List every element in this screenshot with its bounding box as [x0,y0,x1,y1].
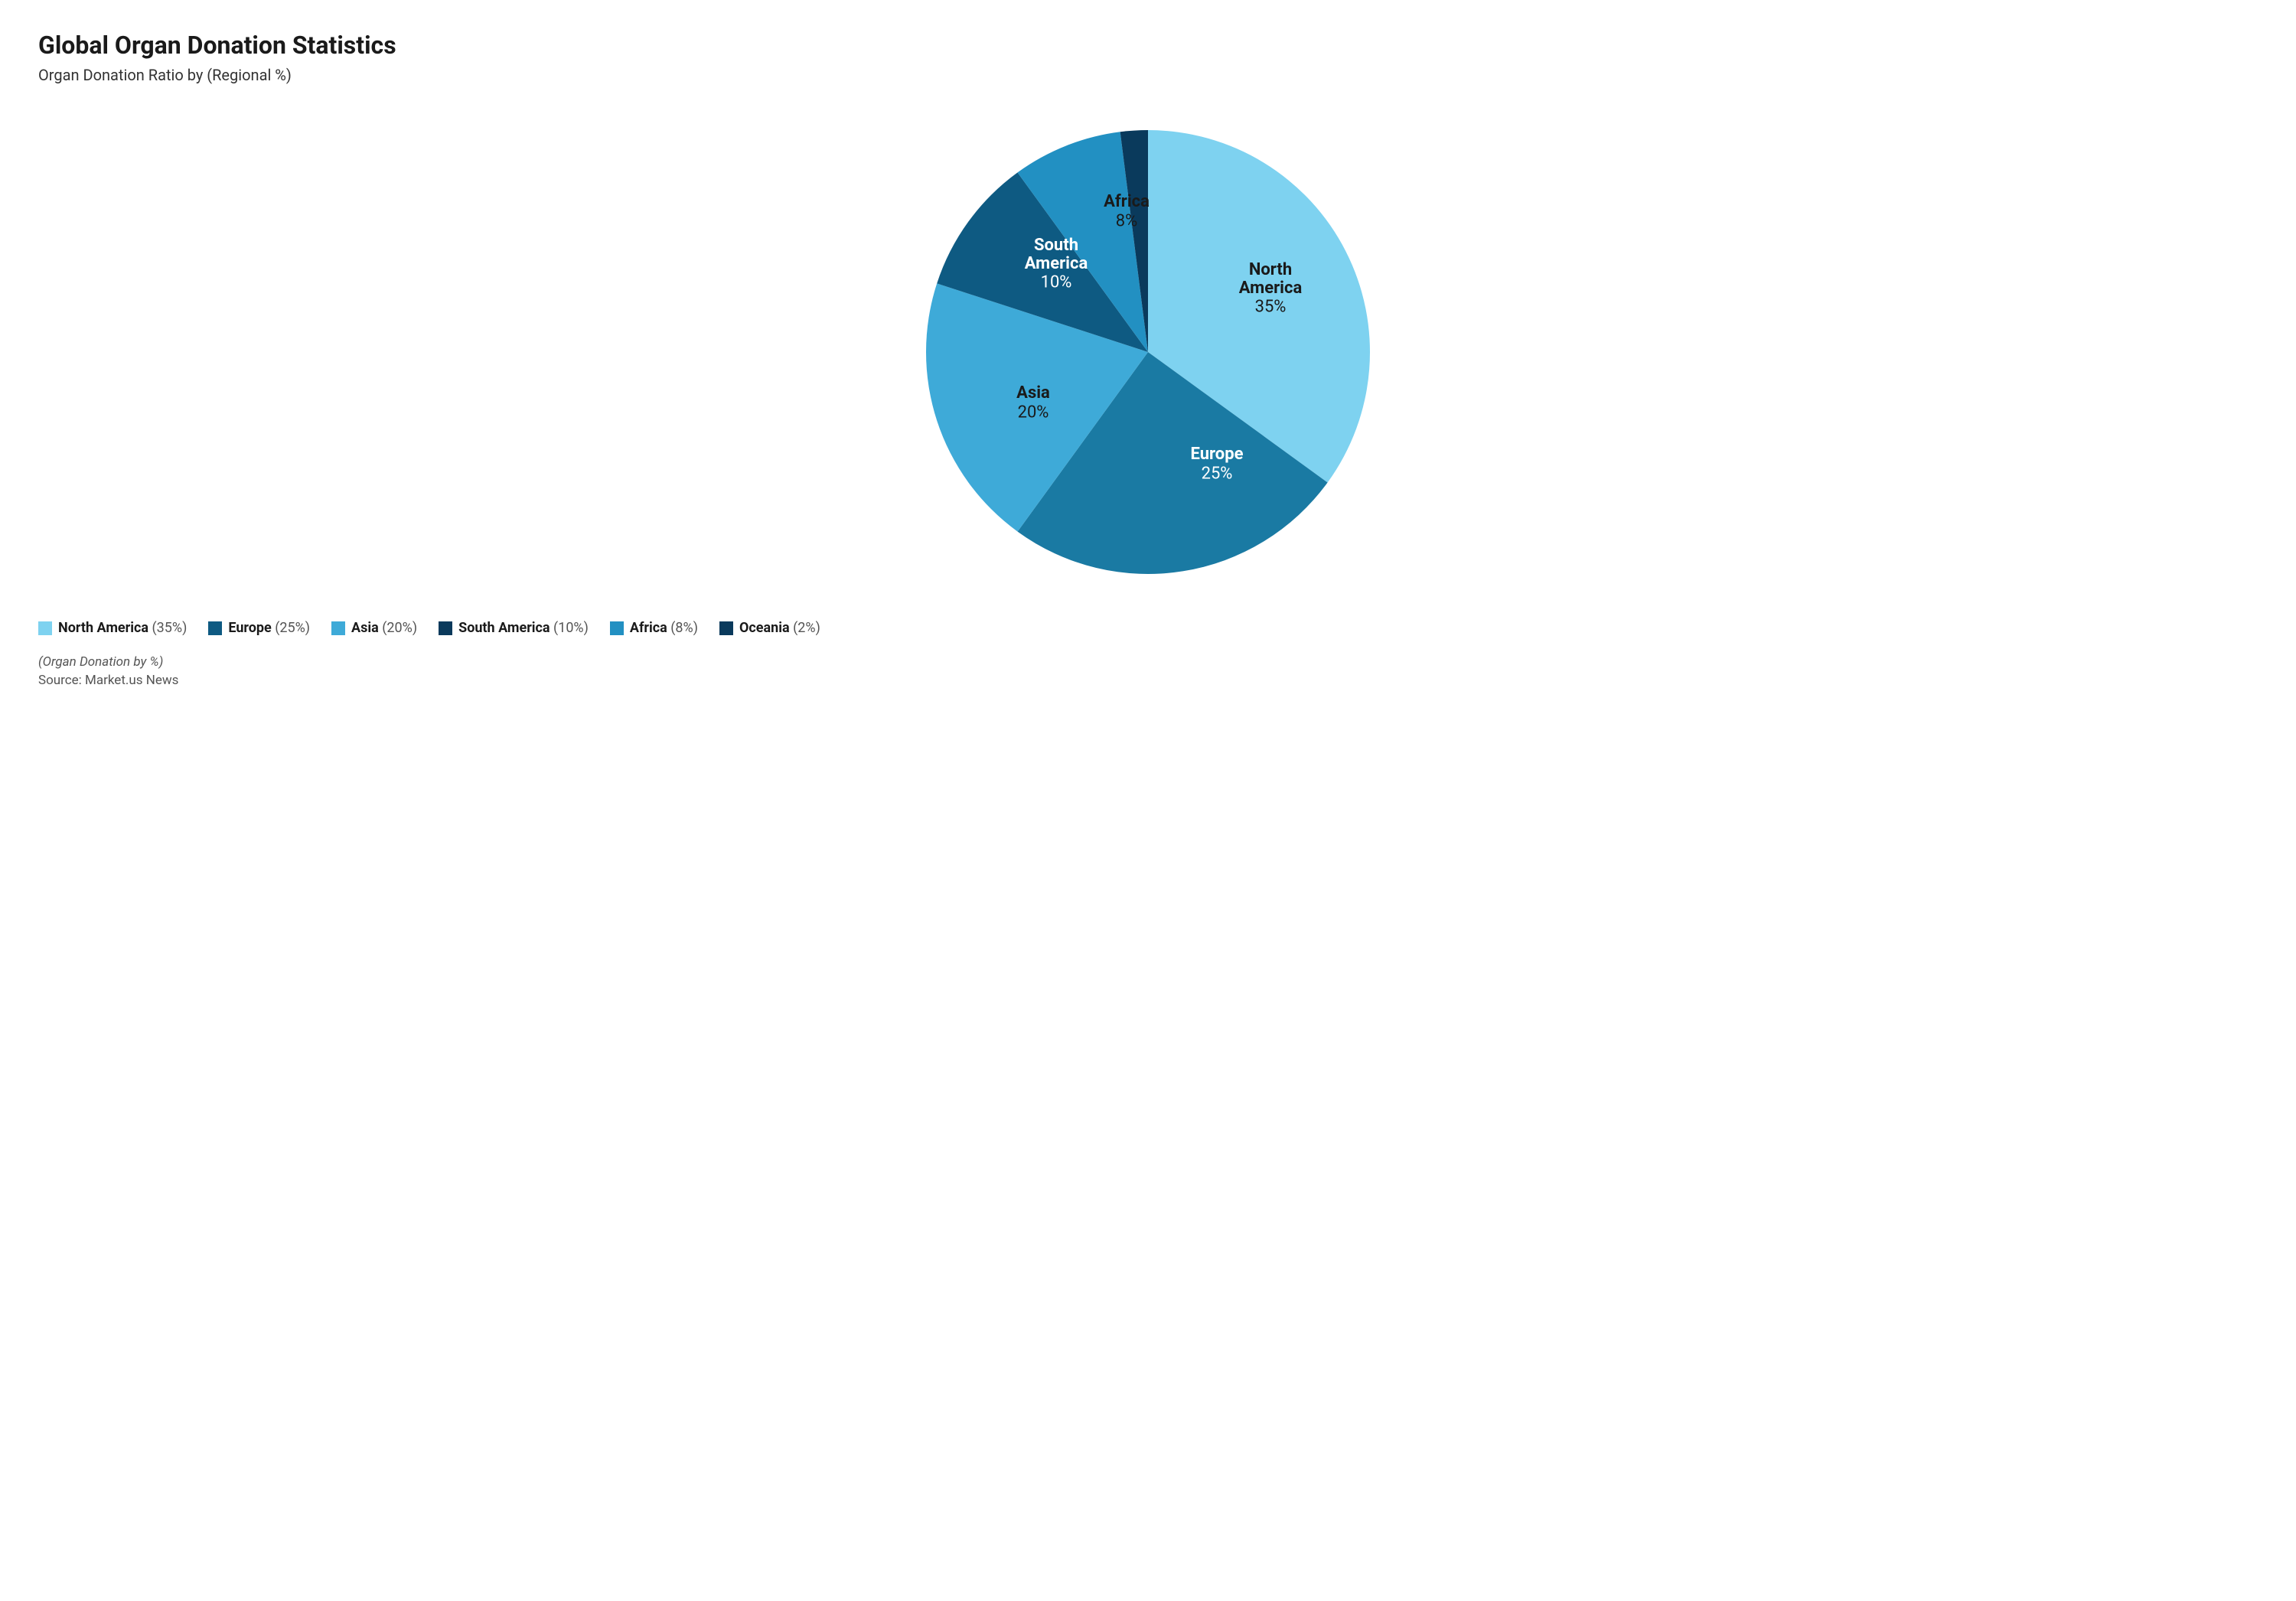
legend-label: Europe [228,620,271,636]
slice-label-pct: 10% [1041,272,1072,292]
legend-swatch [719,621,733,635]
legend-label: Asia [351,620,379,636]
legend: North America (35%) Europe (25%) Asia (20%… [38,620,2258,636]
legend-label: Oceania [739,620,790,636]
legend-swatch [331,621,345,635]
legend-swatch [208,621,222,635]
source: Source: Market.us News [38,673,2258,688]
legend-pct: (20%) [379,620,417,636]
pie-chart-area: NorthAmerica35%Europe25%Asia20%SouthAmer… [38,107,2258,597]
legend-label: Africa [630,620,667,636]
slice-label-pct: 25% [1202,464,1233,483]
legend-item: Asia (20%) [331,620,417,636]
chart-title: Global Organ Donation Statistics [38,31,2258,60]
legend-item: Oceania (2%) [719,620,820,636]
legend-swatch [439,621,452,635]
legend-item: North America (35%) [38,620,187,636]
legend-swatch [610,621,624,635]
slice-label-pct: 8% [1116,211,1137,230]
legend-pct: (8%) [667,620,698,636]
legend-pct: (35%) [148,620,187,636]
footnote: (Organ Donation by %) [38,654,2258,670]
legend-pct: (25%) [272,620,310,636]
slice-label: Asia20% [1016,383,1050,422]
legend-pct: (10%) [550,620,589,636]
legend-item: Africa (8%) [610,620,698,636]
slice-label-name: Asia [1016,383,1050,403]
legend-label: North America [58,620,148,636]
slice-label-pct: 20% [1018,403,1049,422]
legend-swatch [38,621,52,635]
legend-item: South America (10%) [439,620,589,636]
slice-label-pct: 35% [1255,297,1287,316]
slice-label-name: Africa [1104,192,1150,211]
slice-label-name: Europe [1191,445,1244,464]
legend-label: South America [458,620,550,636]
legend-item: Europe (25%) [208,620,310,636]
legend-pct: (2%) [790,620,820,636]
chart-subtitle: Organ Donation Ratio by (Regional %) [38,66,2258,84]
pie-chart: NorthAmerica35%Europe25%Asia20%SouthAmer… [842,107,1454,597]
